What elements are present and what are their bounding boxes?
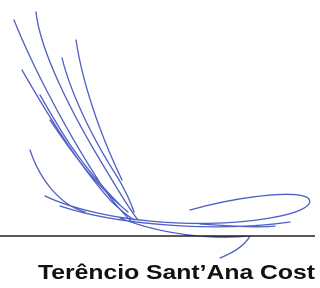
signature-block: Terêncio Sant’Ana Cost [0,0,315,288]
signature-scribble [14,12,310,258]
page: Terêncio Sant’Ana Cost (() => { const da… [0,0,320,288]
signer-name: Terêncio Sant’Ana Cost [38,262,315,284]
